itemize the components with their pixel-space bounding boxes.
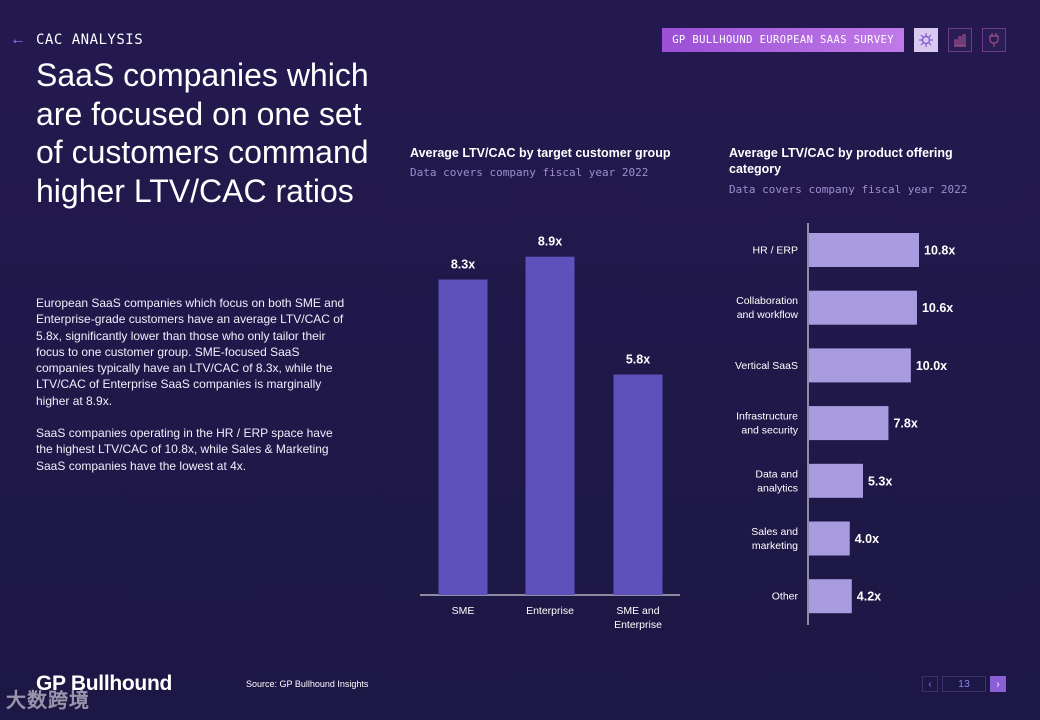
hvalue-label-1: 10.8x — [924, 244, 955, 258]
hbar-6 — [809, 521, 850, 556]
prev-page-button[interactable]: ‹ — [922, 676, 938, 692]
page-number: 13 — [942, 676, 986, 692]
category-label-3-1: SME and — [616, 605, 659, 617]
hcategory-label-2-2: and workflow — [737, 309, 799, 321]
arrow-left-icon[interactable]: ← — [10, 31, 26, 48]
bar-1 — [438, 279, 488, 595]
watermark: 大数跨境 — [6, 690, 90, 712]
hcategory-label-5-2: analytics — [757, 482, 798, 494]
chart2-title-line-2: category — [729, 162, 782, 176]
hvalue-label-4: 7.8x — [893, 417, 917, 431]
chart-target-customer: 8.3x SME 8.9x Enterprise 5.8x SME and Enterpri… — [420, 235, 680, 631]
hcategory-label-1-1: HR / ERP — [752, 245, 798, 257]
hvalue-label-7: 4.2x — [857, 590, 881, 604]
hvalue-label-3: 10.0x — [916, 359, 947, 373]
source-note: Source: GP Bullhound Insights — [246, 679, 369, 689]
hbar-5 — [809, 463, 863, 498]
chart2-title-line-1: Average LTV/CAC by product offering — [729, 146, 953, 160]
hbar-3 — [809, 348, 911, 383]
hbar-1 — [809, 233, 919, 267]
section-label: CAC ANALYSIS — [36, 32, 144, 48]
header-right: GP BULLHOUND EUROPEAN SAAS SURVEY — [662, 28, 1006, 52]
hbar-7 — [809, 579, 852, 614]
value-label-1: 8.3x — [451, 258, 475, 272]
hvalue-label-2: 10.6x — [922, 301, 953, 315]
category-label-1-1: SME — [452, 605, 475, 617]
category-label-2-1: Enterprise — [526, 605, 574, 617]
plug-icon[interactable] — [982, 28, 1006, 52]
value-label-3: 5.8x — [626, 353, 650, 367]
pagination: ‹ 13 › — [922, 676, 1006, 692]
body-paragraph-1: European SaaS companies which focus on b… — [36, 296, 345, 408]
hbar-2 — [809, 290, 917, 325]
bar-2 — [525, 256, 575, 595]
chart2-subtitle: Data covers company fiscal year 2022 — [729, 183, 968, 196]
survey-badge[interactable]: GP BULLHOUND EUROPEAN SAAS SURVEY — [662, 28, 904, 52]
hcategory-label-6-1: Sales and — [751, 526, 798, 538]
chart-product-category: 10.8x HR / ERP 10.6x Collaboration and workf… — [735, 223, 955, 625]
hvalue-label-6: 4.0x — [855, 532, 879, 546]
bar-chart-icon[interactable] — [948, 28, 972, 52]
category-label-3-2: Enterprise — [614, 619, 662, 631]
hcategory-label-7-1: Other — [772, 591, 799, 603]
hvalue-label-5: 5.3x — [868, 474, 892, 488]
hcategory-label-5-1: Data and — [755, 468, 798, 480]
virus-icon[interactable] — [914, 28, 938, 52]
hcategory-label-2-1: Collaboration — [736, 295, 798, 307]
gp-bullhound-logo: GP Bullhound — [36, 672, 172, 695]
hcategory-label-6-2: marketing — [752, 540, 798, 552]
header-left: ← CAC ANALYSIS — [10, 30, 143, 50]
page-title: SaaS companies which are focused on one … — [36, 57, 369, 209]
chart2-title: Average LTV/CAC by product offering cate… — [729, 145, 953, 177]
body-text: European SaaS companies which focus on b… — [36, 295, 351, 490]
hcategory-label-4-2: and security — [741, 425, 798, 437]
next-page-button[interactable]: › — [990, 676, 1006, 692]
chart1-subtitle: Data covers company fiscal year 2022 — [410, 166, 649, 179]
body-paragraph-2: SaaS companies operating in the HR / ERP… — [36, 426, 333, 473]
hcategory-label-4-1: Infrastructure — [736, 411, 798, 423]
hbar-4 — [809, 406, 889, 441]
chart1-title: Average LTV/CAC by target customer group — [410, 146, 671, 160]
value-label-2: 8.9x — [538, 235, 562, 249]
hcategory-label-3-1: Vertical SaaS — [735, 360, 798, 372]
bar-3 — [613, 374, 663, 595]
